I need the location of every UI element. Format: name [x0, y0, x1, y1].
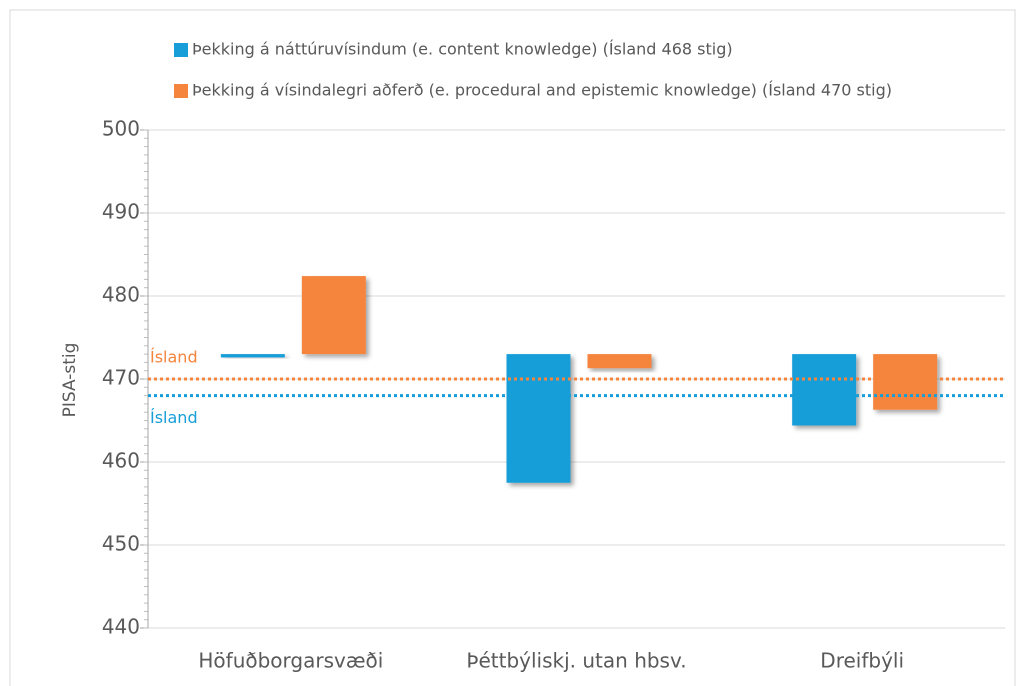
- x-tick-label: Þéttbýliskj. utan hbsv.: [466, 649, 686, 673]
- chart-frame: [9, 9, 1016, 686]
- reference-label: Ísland: [150, 348, 198, 367]
- y-tick-label: 490: [102, 200, 140, 224]
- y-tick-label: 470: [102, 366, 140, 390]
- bar: [587, 354, 652, 369]
- bar: [506, 354, 571, 483]
- y-tick-label: 460: [102, 449, 140, 473]
- y-axis-label: PISA-stig: [60, 343, 80, 418]
- legend-label: Þekking á vísindalegri aðferð (e. proced…: [192, 81, 892, 100]
- legend-swatch: [174, 43, 188, 57]
- bar: [301, 276, 366, 355]
- legend-label: Þekking á náttúruvísindum (e. content kn…: [192, 40, 733, 59]
- bar: [873, 354, 938, 410]
- y-tick-label: 440: [102, 615, 140, 639]
- legend-swatch: [174, 84, 188, 98]
- bar: [792, 354, 857, 426]
- y-tick-label: 450: [102, 532, 140, 556]
- bar: [220, 354, 285, 358]
- y-tick-label: 500: [102, 117, 140, 141]
- x-tick-label: Dreifbýli: [820, 649, 904, 673]
- reference-label: Ísland: [150, 408, 198, 427]
- y-tick-label: 480: [102, 283, 140, 307]
- x-tick-label: Höfuðborgarsvæði: [198, 649, 383, 673]
